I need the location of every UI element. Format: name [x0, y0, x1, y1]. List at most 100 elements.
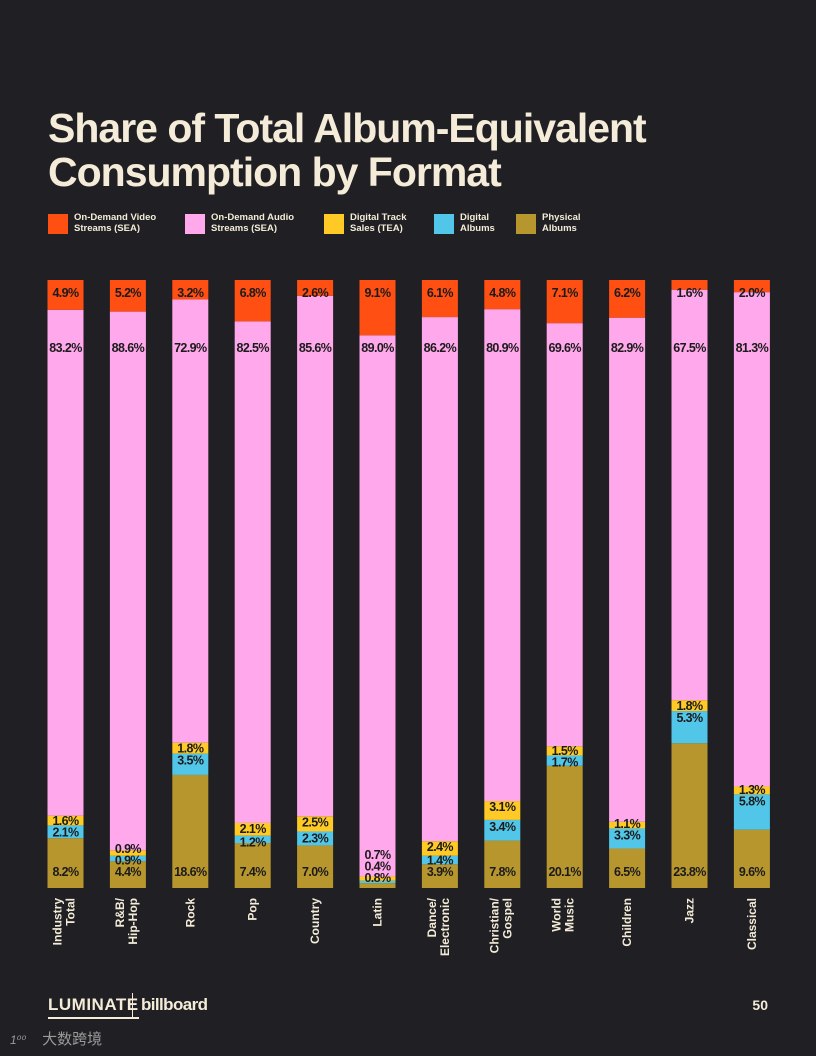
label-video-country: 2.6%	[302, 286, 329, 300]
label-video-r-b-hip-hop: 5.2%	[115, 286, 142, 300]
category-label-rock: Rock	[183, 898, 197, 928]
segment-digital-track-sales-tea-jazz	[671, 700, 708, 712]
segment-digital-albums-christian-gospel	[484, 819, 521, 841]
segment-physical-albums-dance-electronic	[421, 864, 458, 888]
segment-on-demand-video-streams-sea-rock	[172, 280, 209, 300]
chart-title-line-1: Share of Total Album-Equivalent	[48, 105, 647, 151]
segment-digital-albums-r-b-hip-hop	[109, 855, 146, 862]
legend-label-digital-albums: Digital Albums	[460, 212, 495, 234]
segment-physical-albums-world-music	[546, 765, 583, 888]
label-video-classical: 2.0%	[739, 286, 766, 300]
bar-world-music: 20.1% 1.7%1.5% 69.6% 7.1%	[546, 280, 583, 888]
segment-digital-track-sales-tea-christian-gospel	[484, 801, 521, 820]
segment-on-demand-audio-streams-sea-classical	[733, 292, 770, 787]
category-label-country: Country	[308, 898, 322, 944]
label-track-sales-rock: 1.8%	[177, 742, 204, 756]
segment-digital-track-sales-tea-latin	[359, 876, 396, 881]
bar-r-b-hip-hop: 4.4%0.9%0.9%88.6%5.2%	[109, 280, 146, 888]
label-video-jazz: 1.6%	[676, 286, 703, 300]
segment-digital-albums-world-music	[546, 755, 583, 766]
label-physical-world-music: 20.1%	[548, 865, 581, 879]
page-number: 50	[752, 997, 768, 1013]
segment-on-demand-audio-streams-sea-rock	[172, 299, 209, 743]
label-track-sales-jazz: 1.8%	[676, 699, 703, 713]
label-audio-industry-total: 83.2%	[49, 341, 82, 355]
segment-physical-albums-r-b-hip-hop	[109, 861, 146, 888]
category-label-industry-total: IndustryTotal	[51, 898, 78, 946]
segment-on-demand-video-streams-sea-classical	[733, 280, 770, 293]
watermark-logo-icon: 1⁰⁰	[10, 1033, 27, 1047]
segment-on-demand-video-streams-sea-dance-electronic	[421, 280, 458, 318]
footer-divider	[132, 993, 133, 1019]
segment-on-demand-audio-streams-sea-jazz	[671, 289, 708, 701]
segment-digital-albums-dance-electronic	[421, 855, 458, 865]
label-audio-children: 82.9%	[611, 341, 644, 355]
label-video-pop: 6.8%	[240, 286, 267, 300]
segment-on-demand-audio-streams-sea-industry-total	[47, 309, 84, 816]
segment-digital-track-sales-tea-children	[609, 821, 646, 829]
label-track-sales-dance-electronic: 2.4%	[427, 840, 454, 854]
segment-on-demand-video-streams-sea-jazz	[671, 280, 708, 290]
segment-on-demand-video-streams-sea-world-music	[546, 280, 583, 324]
segment-on-demand-audio-streams-sea-children	[609, 317, 646, 822]
category-label-r-b-hip-hop: R&B/Hip-Hop	[113, 897, 140, 944]
category-label-jazz: Jazz	[683, 898, 697, 923]
label-digital-albums-children: 3.3%	[614, 828, 641, 842]
label-video-dance-electronic: 6.1%	[427, 286, 454, 300]
chart-title: Share of Total Album-Equivalent Consumpt…	[48, 106, 768, 194]
label-digital-albums-latin: 0.4%	[364, 860, 391, 874]
category-label-dance-electronic: Dance/Electronic	[425, 897, 452, 956]
label-video-latin: 9.1%	[364, 286, 391, 300]
label-audio-latin: 89.0%	[361, 341, 394, 355]
bar-rock: 18.6% 3.5%1.8% 72.9% 3.2%	[172, 280, 209, 888]
stacked-bar-chart: 8.2%2.1%1.6%83.2%4.9%IndustryTotal4.4%0.…	[47, 280, 770, 956]
label-digital-albums-classical: 5.8%	[739, 794, 766, 808]
label-track-sales-children: 1.1%	[614, 817, 641, 831]
legend-label-track-sales: Digital Track Sales (TEA)	[350, 212, 407, 234]
segment-physical-albums-children	[609, 848, 646, 888]
category-label-christian-gospel: Christian/Gospel	[487, 897, 514, 953]
segment-on-demand-video-streams-sea-country	[297, 280, 334, 296]
segment-digital-albums-jazz	[671, 711, 708, 744]
label-physical-r-b-hip-hop: 4.4%	[115, 865, 142, 879]
label-physical-industry-total: 8.2%	[52, 865, 79, 879]
segment-digital-albums-latin	[359, 880, 396, 884]
segment-physical-albums-rock	[172, 774, 209, 888]
bar-christian-gospel: 7.8% 3.4% 3.1% 80.9% 4.8%	[484, 280, 521, 888]
label-video-children: 6.2%	[614, 286, 641, 300]
legend-label-physical-albums: Physical Albums	[542, 212, 581, 234]
legend: On-Demand Video Streams (SEA) On-Demand …	[48, 212, 768, 242]
label-audio-classical: 81.3%	[736, 341, 769, 355]
segment-digital-albums-children	[609, 828, 646, 849]
bar-jazz: 23.8% 5.3%1.8% 67.5% 1.6%	[671, 280, 708, 888]
segment-physical-albums-latin	[359, 883, 396, 888]
segment-digital-albums-rock	[172, 753, 209, 775]
label-track-sales-latin: 0.7%	[364, 848, 391, 862]
label-track-sales-industry-total: 1.6%	[52, 814, 79, 828]
legend-swatch-audio-streams	[185, 214, 205, 234]
label-audio-jazz: 67.5%	[673, 341, 706, 355]
label-physical-classical: 9.6%	[739, 865, 766, 879]
segment-on-demand-video-streams-sea-children	[609, 280, 646, 318]
segment-on-demand-audio-streams-sea-dance-electronic	[421, 317, 458, 842]
label-audio-country: 85.6%	[299, 341, 332, 355]
segment-on-demand-audio-streams-sea-pop	[234, 321, 271, 823]
bar-industry-total: 8.2% 2.1%1.6% 83.2% 4.9%	[47, 280, 84, 888]
segment-physical-albums-christian-gospel	[484, 840, 521, 888]
label-audio-christian-gospel: 80.9%	[486, 341, 519, 355]
segment-digital-track-sales-tea-classical	[733, 786, 770, 795]
category-label-latin: Latin	[371, 898, 385, 927]
bar-pop: 7.4% 1.2%2.1% 82.5% 6.8%	[234, 280, 271, 888]
legend-label-audio-streams: On-Demand Audio Streams (SEA)	[211, 212, 295, 234]
label-digital-albums-country: 2.3%	[302, 831, 329, 845]
label-video-industry-total: 4.9%	[52, 286, 79, 300]
bar-country: 7.0% 2.3% 2.5% 85.6% 2.6%	[297, 280, 334, 888]
label-physical-latin: 0.8%	[364, 871, 391, 885]
label-track-sales-world-music: 1.5%	[552, 744, 579, 758]
segment-digital-albums-pop	[234, 835, 271, 844]
segment-digital-albums-country	[297, 831, 334, 846]
legend-swatch-digital-albums	[434, 214, 454, 234]
label-digital-albums-world-music: 1.7%	[552, 755, 579, 769]
segment-physical-albums-industry-total	[47, 838, 84, 888]
legend-label-video-streams: On-Demand Video Streams (SEA)	[74, 212, 157, 234]
